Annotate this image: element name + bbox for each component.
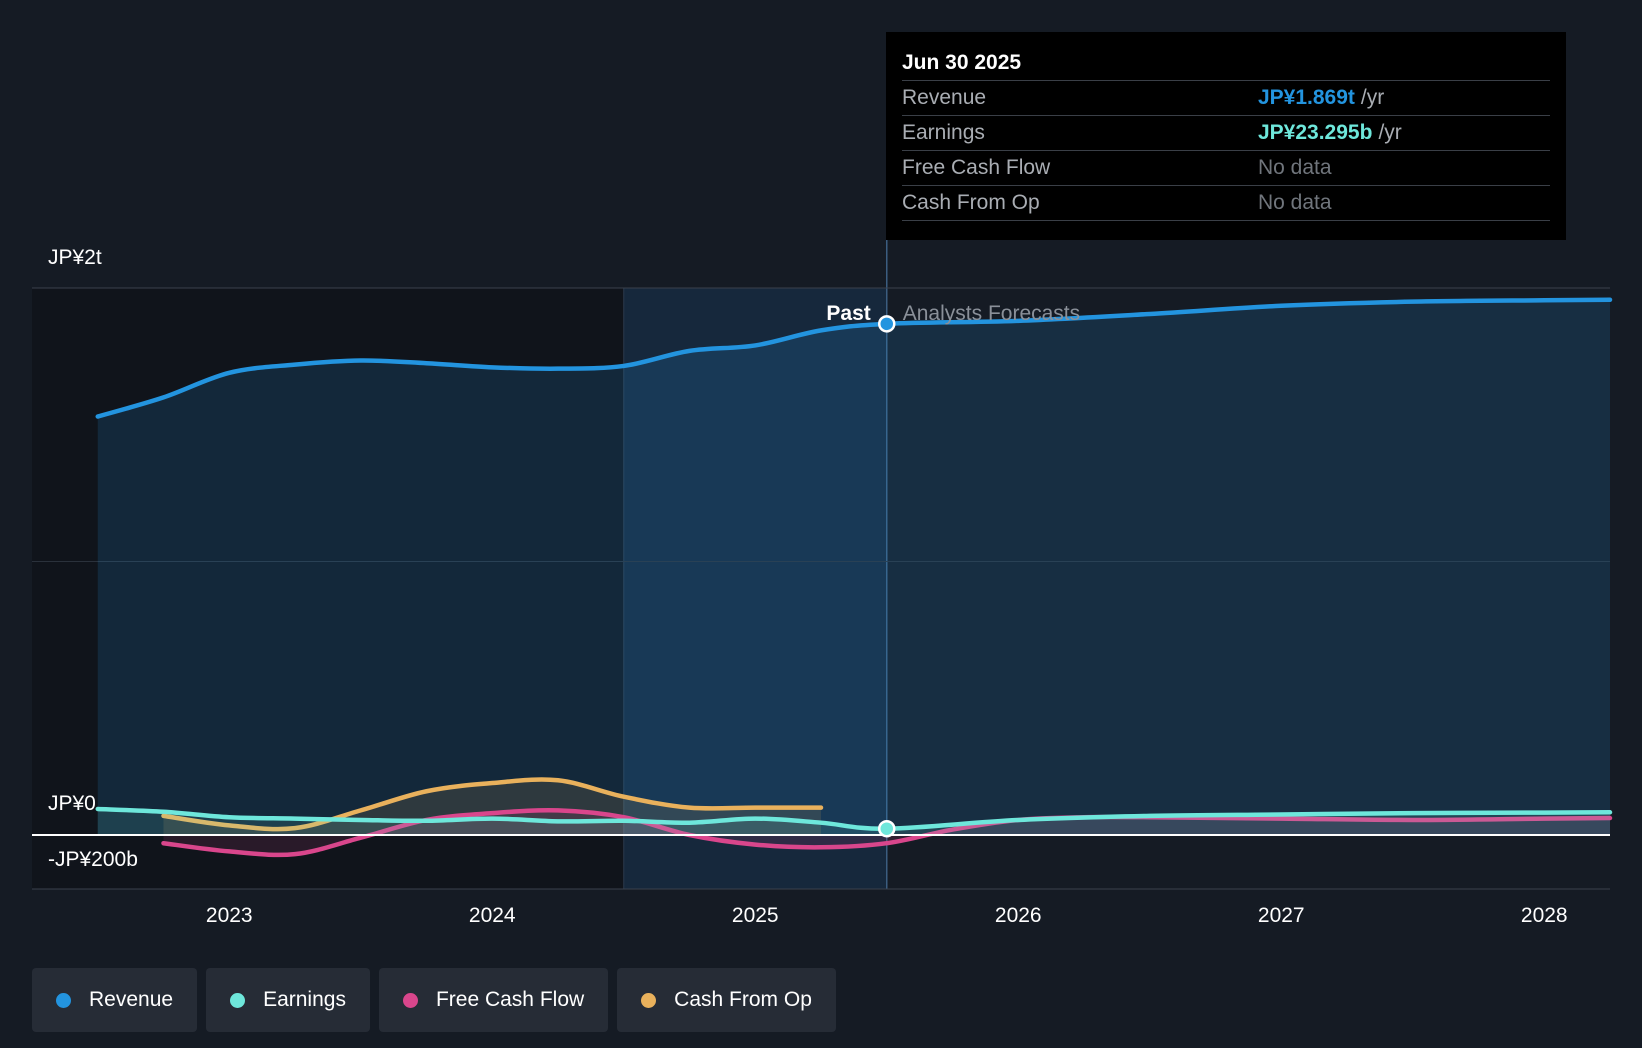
revenue-line xyxy=(95,297,1613,419)
financials-chart: JP¥2t JP¥0 -JP¥200b 2023 2024 2025 2026 2027 202… xyxy=(32,240,1613,927)
past-region xyxy=(32,288,624,889)
legend-earnings[interactable]: Earnings xyxy=(206,968,370,1032)
x-tick-label: 2028 xyxy=(1521,904,1568,927)
tooltip-row-revenue: Revenue JP¥1.869t /yr xyxy=(902,80,1550,115)
forecast-label: Analysts Forecasts xyxy=(903,302,1080,325)
cash-from-op-line xyxy=(161,777,824,832)
tooltip-label: Free Cash Flow xyxy=(902,156,1051,179)
tooltip-label: Revenue xyxy=(902,86,987,109)
y-axis-label: JP¥0 xyxy=(48,792,96,815)
tooltip-row-earnings: Earnings JP¥23.295b /yr xyxy=(902,115,1550,150)
tooltip-row-free-cash-flow: Free Cash Flow No data xyxy=(902,150,1550,185)
tooltip-unit: /yr xyxy=(1378,121,1402,144)
x-tick-label: 2024 xyxy=(469,904,516,927)
legend-dot-icon xyxy=(56,992,71,1008)
legend-label: Cash From Op xyxy=(674,988,812,1011)
earnings-marker xyxy=(878,819,896,838)
legend-label: Free Cash Flow xyxy=(435,988,585,1011)
tooltip-unit: /yr xyxy=(1360,86,1385,109)
tooltip-row-cash-from-op: Cash From Op No data xyxy=(902,185,1550,221)
revenue-marker xyxy=(878,315,896,333)
tooltip-value: No data xyxy=(1258,191,1332,214)
legend-dot-icon xyxy=(402,992,418,1008)
highlight-region xyxy=(623,288,887,889)
x-tick-label: 2026 xyxy=(995,904,1042,927)
tooltip-label: Cash From Op xyxy=(902,191,1040,214)
legend-dot-icon xyxy=(230,992,246,1008)
legend-cash-from-op[interactable]: Cash From Op xyxy=(617,968,836,1032)
data-tooltip: Jun 30 2025 Revenue JP¥1.869t /yr Earnin… xyxy=(886,32,1566,240)
legend-free-cash-flow[interactable]: Free Cash Flow xyxy=(378,968,609,1032)
legend-revenue[interactable]: Revenue xyxy=(32,968,198,1032)
y-axis-label: JP¥2t xyxy=(48,246,102,269)
free-cash-flow-line xyxy=(161,807,1613,858)
tooltip-label: Earnings xyxy=(902,121,985,144)
tooltip-value: JP¥23.295b xyxy=(1258,121,1373,144)
legend-label: Earnings xyxy=(263,988,346,1011)
chart-legend: Revenue Earnings Free Cash Flow Cash Fro… xyxy=(32,968,836,1032)
legend-label: Revenue xyxy=(89,988,174,1011)
tooltip-date: Jun 30 2025 xyxy=(902,51,1022,74)
x-tick-label: 2025 xyxy=(732,904,779,927)
tooltip-value: No data xyxy=(1258,156,1332,179)
tooltip-value: JP¥1.869t xyxy=(1258,86,1355,109)
legend-dot-icon xyxy=(641,992,657,1008)
x-tick-label: 2027 xyxy=(1258,904,1305,927)
x-tick-label: 2023 xyxy=(206,904,253,927)
earnings-line xyxy=(95,806,1613,831)
revenue-area xyxy=(97,299,1610,835)
past-label: Past xyxy=(826,302,870,325)
y-axis-label: -JP¥200b xyxy=(48,848,138,871)
